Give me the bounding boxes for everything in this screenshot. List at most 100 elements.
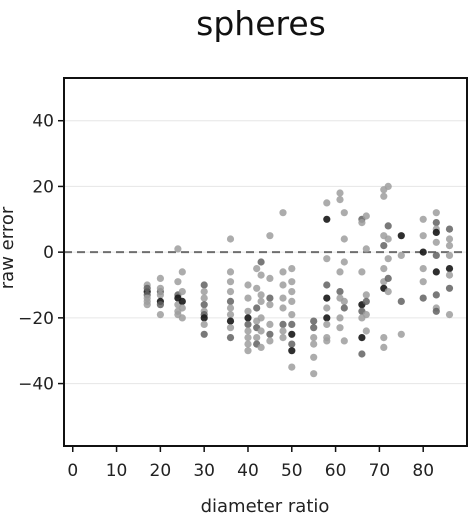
data-point [323, 314, 331, 322]
data-point [156, 301, 164, 309]
data-point [323, 304, 331, 312]
data-point [253, 265, 261, 273]
data-point [358, 219, 366, 227]
data-point [397, 232, 405, 240]
data-point [200, 281, 208, 289]
data-point [288, 330, 296, 338]
data-point [257, 327, 265, 335]
data-point [362, 311, 370, 319]
data-point [432, 251, 440, 259]
data-point [156, 311, 164, 319]
data-point [279, 209, 287, 217]
data-point [384, 255, 392, 263]
data-point [397, 251, 405, 259]
data-point [279, 327, 287, 335]
data-point [323, 199, 331, 207]
data-point [257, 343, 265, 351]
data-point [257, 314, 265, 322]
data-point [380, 242, 388, 250]
data-point [384, 222, 392, 230]
data-point [323, 337, 331, 345]
data-point [279, 334, 287, 342]
data-point [384, 235, 392, 243]
data-point [288, 278, 296, 286]
y-tick-label: 0 [43, 243, 54, 263]
data-point [174, 245, 182, 253]
data-point [226, 311, 235, 319]
data-point [340, 304, 348, 312]
x-tick-label: 0 [67, 461, 78, 481]
data-point [156, 274, 164, 282]
data-point [362, 245, 370, 253]
data-point [244, 320, 252, 328]
data-point [384, 182, 392, 190]
y-tick-label: 40 [32, 112, 54, 132]
data-point [358, 334, 366, 342]
data-point [143, 301, 151, 309]
data-point [174, 278, 182, 286]
data-point [432, 209, 440, 217]
data-point [419, 294, 427, 302]
data-point [419, 248, 427, 256]
data-point [226, 288, 235, 296]
data-point [266, 232, 274, 240]
data-point [244, 334, 252, 342]
x-tick-label: 50 [281, 461, 303, 481]
data-point [253, 284, 261, 292]
x-tick-label: 60 [325, 461, 347, 481]
data-point [200, 288, 208, 296]
data-point [310, 370, 318, 378]
data-point [336, 324, 344, 332]
data-point [432, 268, 440, 276]
data-point [279, 268, 287, 276]
data-point [279, 320, 287, 328]
data-point [288, 288, 296, 296]
data-point [445, 251, 454, 259]
data-point [257, 271, 265, 279]
data-point [340, 209, 348, 217]
data-point [380, 343, 388, 351]
data-point [432, 238, 440, 246]
data-point [266, 337, 274, 345]
data-point [253, 334, 261, 342]
plot-area-frame [63, 77, 468, 447]
data-point [336, 314, 344, 322]
chart-title: spheres [196, 4, 326, 43]
data-point [340, 235, 348, 243]
y-tick-label: −20 [18, 309, 54, 329]
data-point [445, 265, 454, 273]
data-point [380, 334, 388, 342]
data-point [200, 301, 208, 309]
data-point [310, 317, 318, 325]
data-point [445, 311, 454, 319]
data-point [419, 215, 427, 223]
data-point [288, 320, 296, 328]
data-point [288, 311, 296, 319]
y-axis-ticks: −40 −20 0 20 40 [18, 112, 64, 395]
data-point [445, 284, 454, 292]
data-points [143, 182, 454, 378]
data-point [362, 291, 370, 299]
data-point [200, 320, 208, 328]
data-point [323, 320, 331, 328]
data-point [323, 294, 331, 302]
data-point [266, 301, 274, 309]
data-point [156, 284, 164, 292]
data-point [323, 281, 331, 289]
data-point [226, 317, 235, 325]
data-point [288, 340, 296, 348]
data-point [226, 324, 235, 332]
data-point [226, 334, 235, 342]
data-point [340, 337, 348, 345]
data-point [226, 304, 235, 312]
data-point [419, 232, 427, 240]
data-point [288, 297, 296, 305]
x-tick-label: 30 [193, 461, 215, 481]
data-point [257, 291, 265, 299]
x-tick-label: 20 [150, 461, 172, 481]
data-point [244, 340, 252, 348]
data-point [279, 304, 287, 312]
data-point [178, 288, 186, 296]
data-point [257, 297, 265, 305]
data-point [310, 324, 318, 332]
